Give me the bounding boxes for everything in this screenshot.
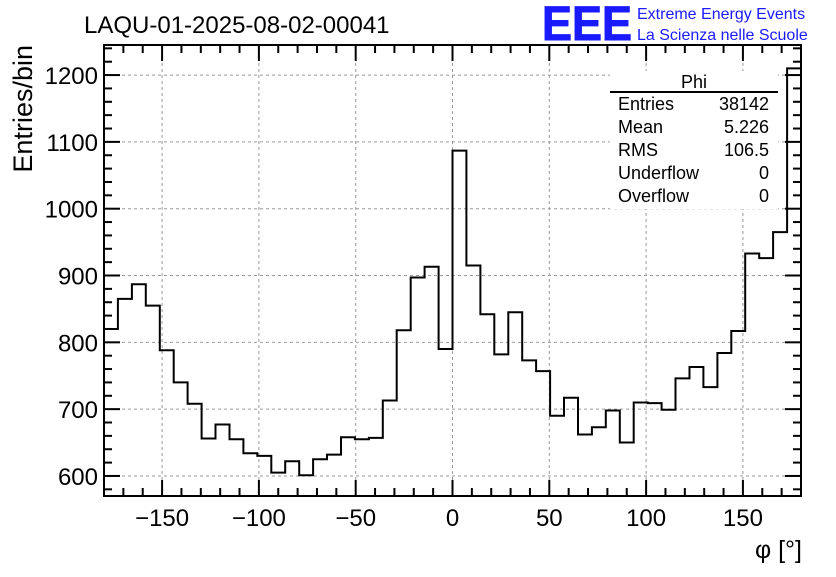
stats-box: Phi Entries 38142 Mean 5.226 RMS 106.5 Underfl… <box>610 71 778 209</box>
y-tick-label: 800 <box>58 330 98 357</box>
y-tick-label: 600 <box>58 464 98 491</box>
stats-title: Phi <box>681 72 707 92</box>
x-tick-label: 50 <box>536 505 563 532</box>
x-tick-label: 100 <box>626 505 666 532</box>
y-tick-label: 900 <box>58 264 98 291</box>
histogram-step-line <box>104 67 801 477</box>
stats-row-value: 38142 <box>719 94 769 114</box>
y-tick-label: 700 <box>58 397 98 424</box>
x-tick-label: 150 <box>723 505 763 532</box>
x-axis-label: φ [°] <box>755 536 802 564</box>
x-tick-label: 0 <box>446 505 459 532</box>
x-tick-label: −50 <box>335 505 376 532</box>
stats-row-value: 5.226 <box>724 117 769 137</box>
stats-row-label: Overflow <box>618 186 690 206</box>
x-tick-label: −150 <box>135 505 189 532</box>
y-tick-label: 1200 <box>45 63 98 90</box>
stats-row-value: 0 <box>759 163 769 183</box>
eee-logo-line1: Extreme Energy Events <box>637 6 805 23</box>
eee-logo-line2: La Scienza nelle Scuole <box>637 27 808 44</box>
y-axis-label: Entries/bin <box>8 45 38 173</box>
stats-row-label: RMS <box>618 140 658 160</box>
eee-logo-mark: EEE <box>542 0 632 51</box>
ticks-layer <box>104 45 801 496</box>
tick-labels-layer: −150 −100 −50 0 50 100 150 600 700 800 900 1000 1100… <box>45 63 763 532</box>
y-tick-label: 1000 <box>45 197 98 224</box>
x-tick-label: −100 <box>232 505 286 532</box>
y-tick-label: 1100 <box>46 130 98 157</box>
stats-row-label: Mean <box>618 117 663 137</box>
stats-rows: Entries 38142 Mean 5.226 RMS 106.5 Underflow 0 O… <box>618 94 769 206</box>
stats-row-label: Entries <box>618 94 674 114</box>
chart-title: LAQU-01-2025-08-02-00041 <box>84 12 390 39</box>
stats-row-label: Underflow <box>618 163 700 183</box>
stats-box-bg <box>610 71 778 209</box>
stats-row-value: 106.5 <box>724 140 769 160</box>
eee-logo: EEE Extreme Energy Events La Scienza nel… <box>542 0 808 52</box>
stats-row-value: 0 <box>759 186 769 206</box>
